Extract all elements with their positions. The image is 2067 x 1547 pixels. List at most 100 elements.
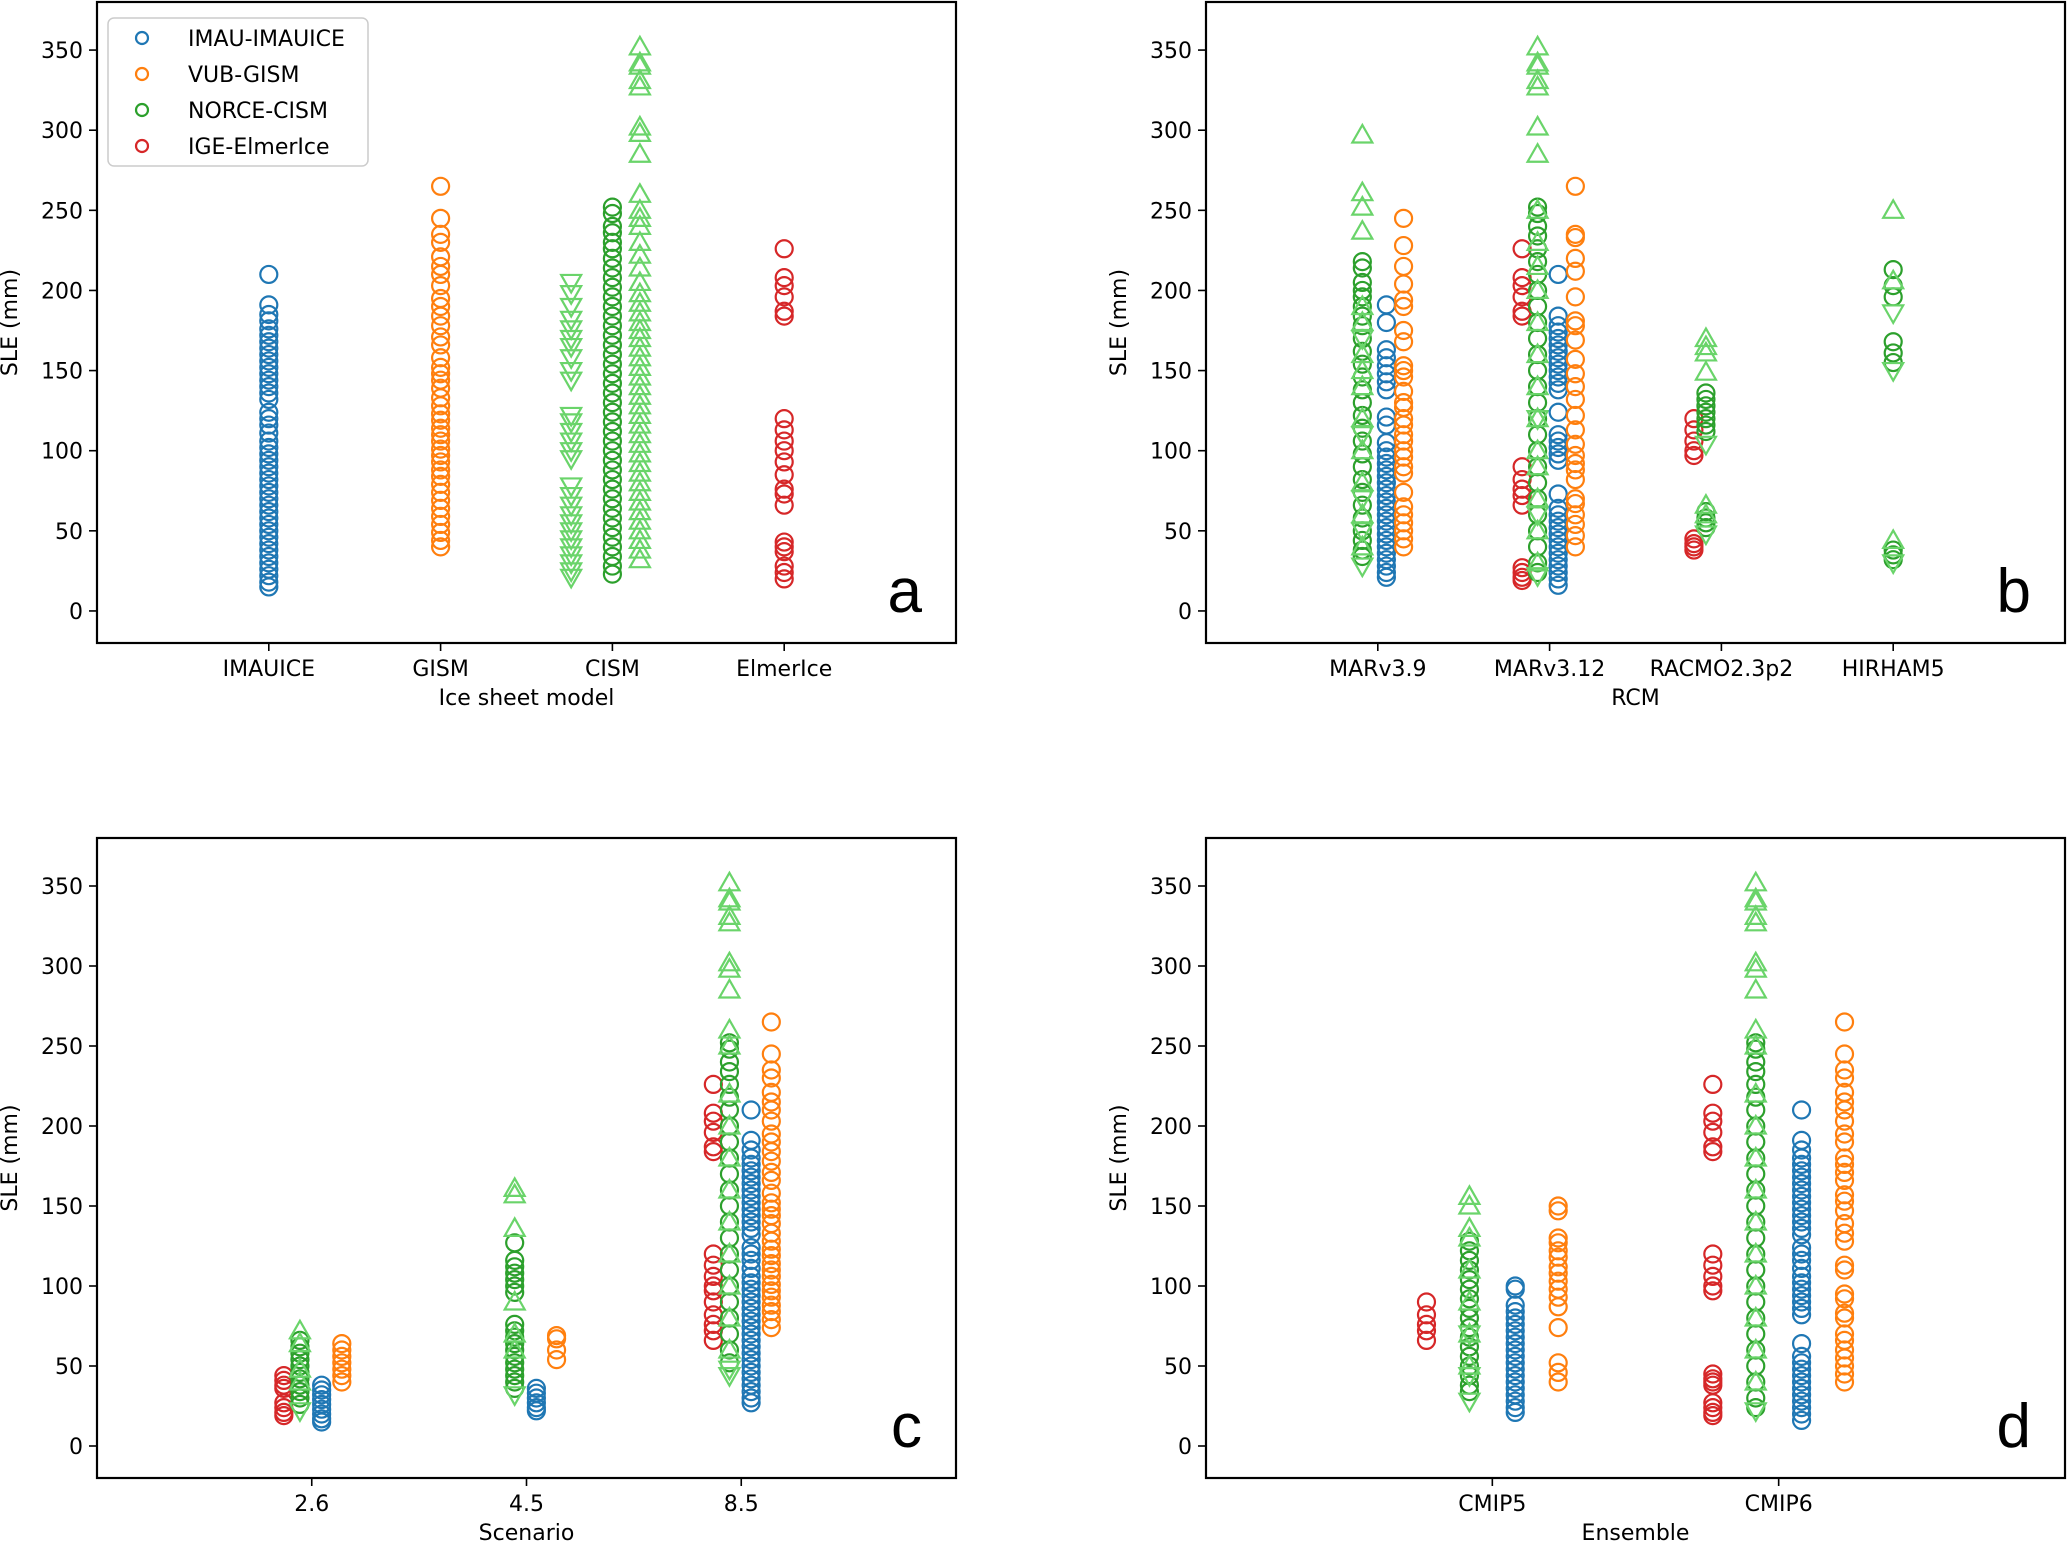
legend-label: VUB-GISM [188, 63, 299, 88]
x-tick-label: CMIP5 [1458, 1492, 1526, 1517]
data-point [1696, 415, 1716, 435]
data-point [1548, 556, 1568, 576]
data-point-triangle-down [559, 568, 584, 590]
data-point [431, 364, 451, 384]
data-point [332, 1365, 352, 1386]
data-point [259, 370, 279, 390]
data-point [1393, 274, 1414, 294]
data-point [741, 1273, 761, 1293]
data-point [1548, 569, 1568, 589]
data-point [1548, 322, 1568, 342]
data-point [1834, 1170, 1855, 1191]
data-point [774, 276, 794, 296]
data-point-triangle-up [1743, 910, 1768, 932]
data-point [259, 482, 279, 502]
data-point [312, 1399, 332, 1419]
data-point [774, 556, 794, 576]
data-point [1696, 396, 1716, 416]
data-point [1791, 1279, 1812, 1299]
data-point-triangle-down [1350, 329, 1375, 351]
data-point [741, 1225, 761, 1245]
data-point-triangle-up [1350, 374, 1375, 396]
data-point [1527, 252, 1548, 272]
data-point [1703, 1266, 1723, 1287]
data-point-triangle-up [1525, 454, 1550, 476]
data-point [1565, 434, 1585, 454]
data-point [259, 304, 279, 325]
panel-letter: c [891, 1392, 922, 1461]
data-point [259, 489, 279, 509]
data-point [1352, 287, 1372, 307]
data-point-triangle-up [717, 1145, 742, 1167]
y-tick-label: 200 [41, 279, 83, 304]
data-point [1352, 431, 1372, 451]
data-point [1548, 354, 1568, 374]
markers [1350, 34, 1906, 595]
data-point [1791, 1161, 1812, 1181]
data-point [761, 1068, 781, 1088]
data-point [602, 412, 623, 432]
y-tick-label: 350 [41, 875, 83, 900]
data-point [602, 450, 623, 470]
data-point [741, 1167, 761, 1187]
data-point [1505, 1353, 1525, 1373]
data-point [602, 489, 623, 509]
data-point [741, 1298, 761, 1319]
data-point-triangle-up [1743, 1209, 1768, 1231]
series-norce-cism-down- [717, 1360, 742, 1388]
data-point [431, 404, 451, 424]
data-point [602, 373, 623, 393]
data-point [505, 1250, 525, 1271]
y-tick-label: 150 [41, 1195, 83, 1220]
data-point [1791, 1365, 1812, 1386]
data-point [1883, 287, 1903, 307]
data-point [1565, 526, 1585, 546]
data-point-triangle-up [288, 1318, 312, 1340]
data-point [431, 296, 451, 317]
data-point [774, 306, 794, 326]
y-tick-label: 150 [1150, 1195, 1192, 1220]
series-imau-imauice [1791, 1100, 1812, 1431]
data-point [774, 465, 794, 485]
x-tick-label: MARv3.9 [1329, 657, 1426, 682]
series-vub-gism [1393, 208, 1414, 557]
data-point [259, 508, 279, 528]
data-point [1548, 498, 1568, 518]
data-point [431, 348, 451, 368]
y-tick-label: 100 [1150, 440, 1192, 465]
y-axis-title: SLE (mm) [1107, 269, 1132, 376]
data-point [274, 1405, 294, 1426]
data-point [1352, 546, 1372, 567]
data-point [761, 1231, 781, 1251]
data-point [741, 1148, 761, 1168]
data-point [546, 1340, 567, 1360]
x-tick-label: GISM [412, 657, 468, 682]
data-point [761, 1295, 781, 1315]
data-point [1376, 543, 1396, 563]
data-point [1834, 1284, 1855, 1304]
x-tick-label: CMIP6 [1745, 1492, 1813, 1517]
data-point-triangle-up [717, 956, 742, 978]
data-point-triangle-up [1743, 1033, 1768, 1055]
data-point-triangle-down [1457, 1366, 1482, 1388]
data-point [1565, 227, 1585, 248]
y-tick-label: 0 [69, 600, 83, 625]
data-point-triangle-up [502, 1176, 527, 1198]
data-point [505, 1372, 525, 1392]
data-point [1791, 1173, 1812, 1194]
data-point [505, 1353, 525, 1373]
data-point [1548, 1297, 1568, 1317]
data-point-triangle-up [1743, 1305, 1768, 1327]
data-point [1834, 1162, 1855, 1183]
data-point [741, 1381, 761, 1402]
data-point-triangle-up [1525, 278, 1550, 300]
data-point [312, 1412, 332, 1432]
data-point [1834, 1231, 1855, 1251]
series-imau-imauice [526, 1378, 546, 1421]
data-point-triangle-up [627, 547, 652, 569]
data-point [1548, 1317, 1568, 1338]
data-point [1565, 316, 1585, 336]
data-point [1834, 1068, 1855, 1088]
legend-entry: VUB-GISM [134, 63, 299, 88]
series-imau-imauice [259, 264, 279, 597]
